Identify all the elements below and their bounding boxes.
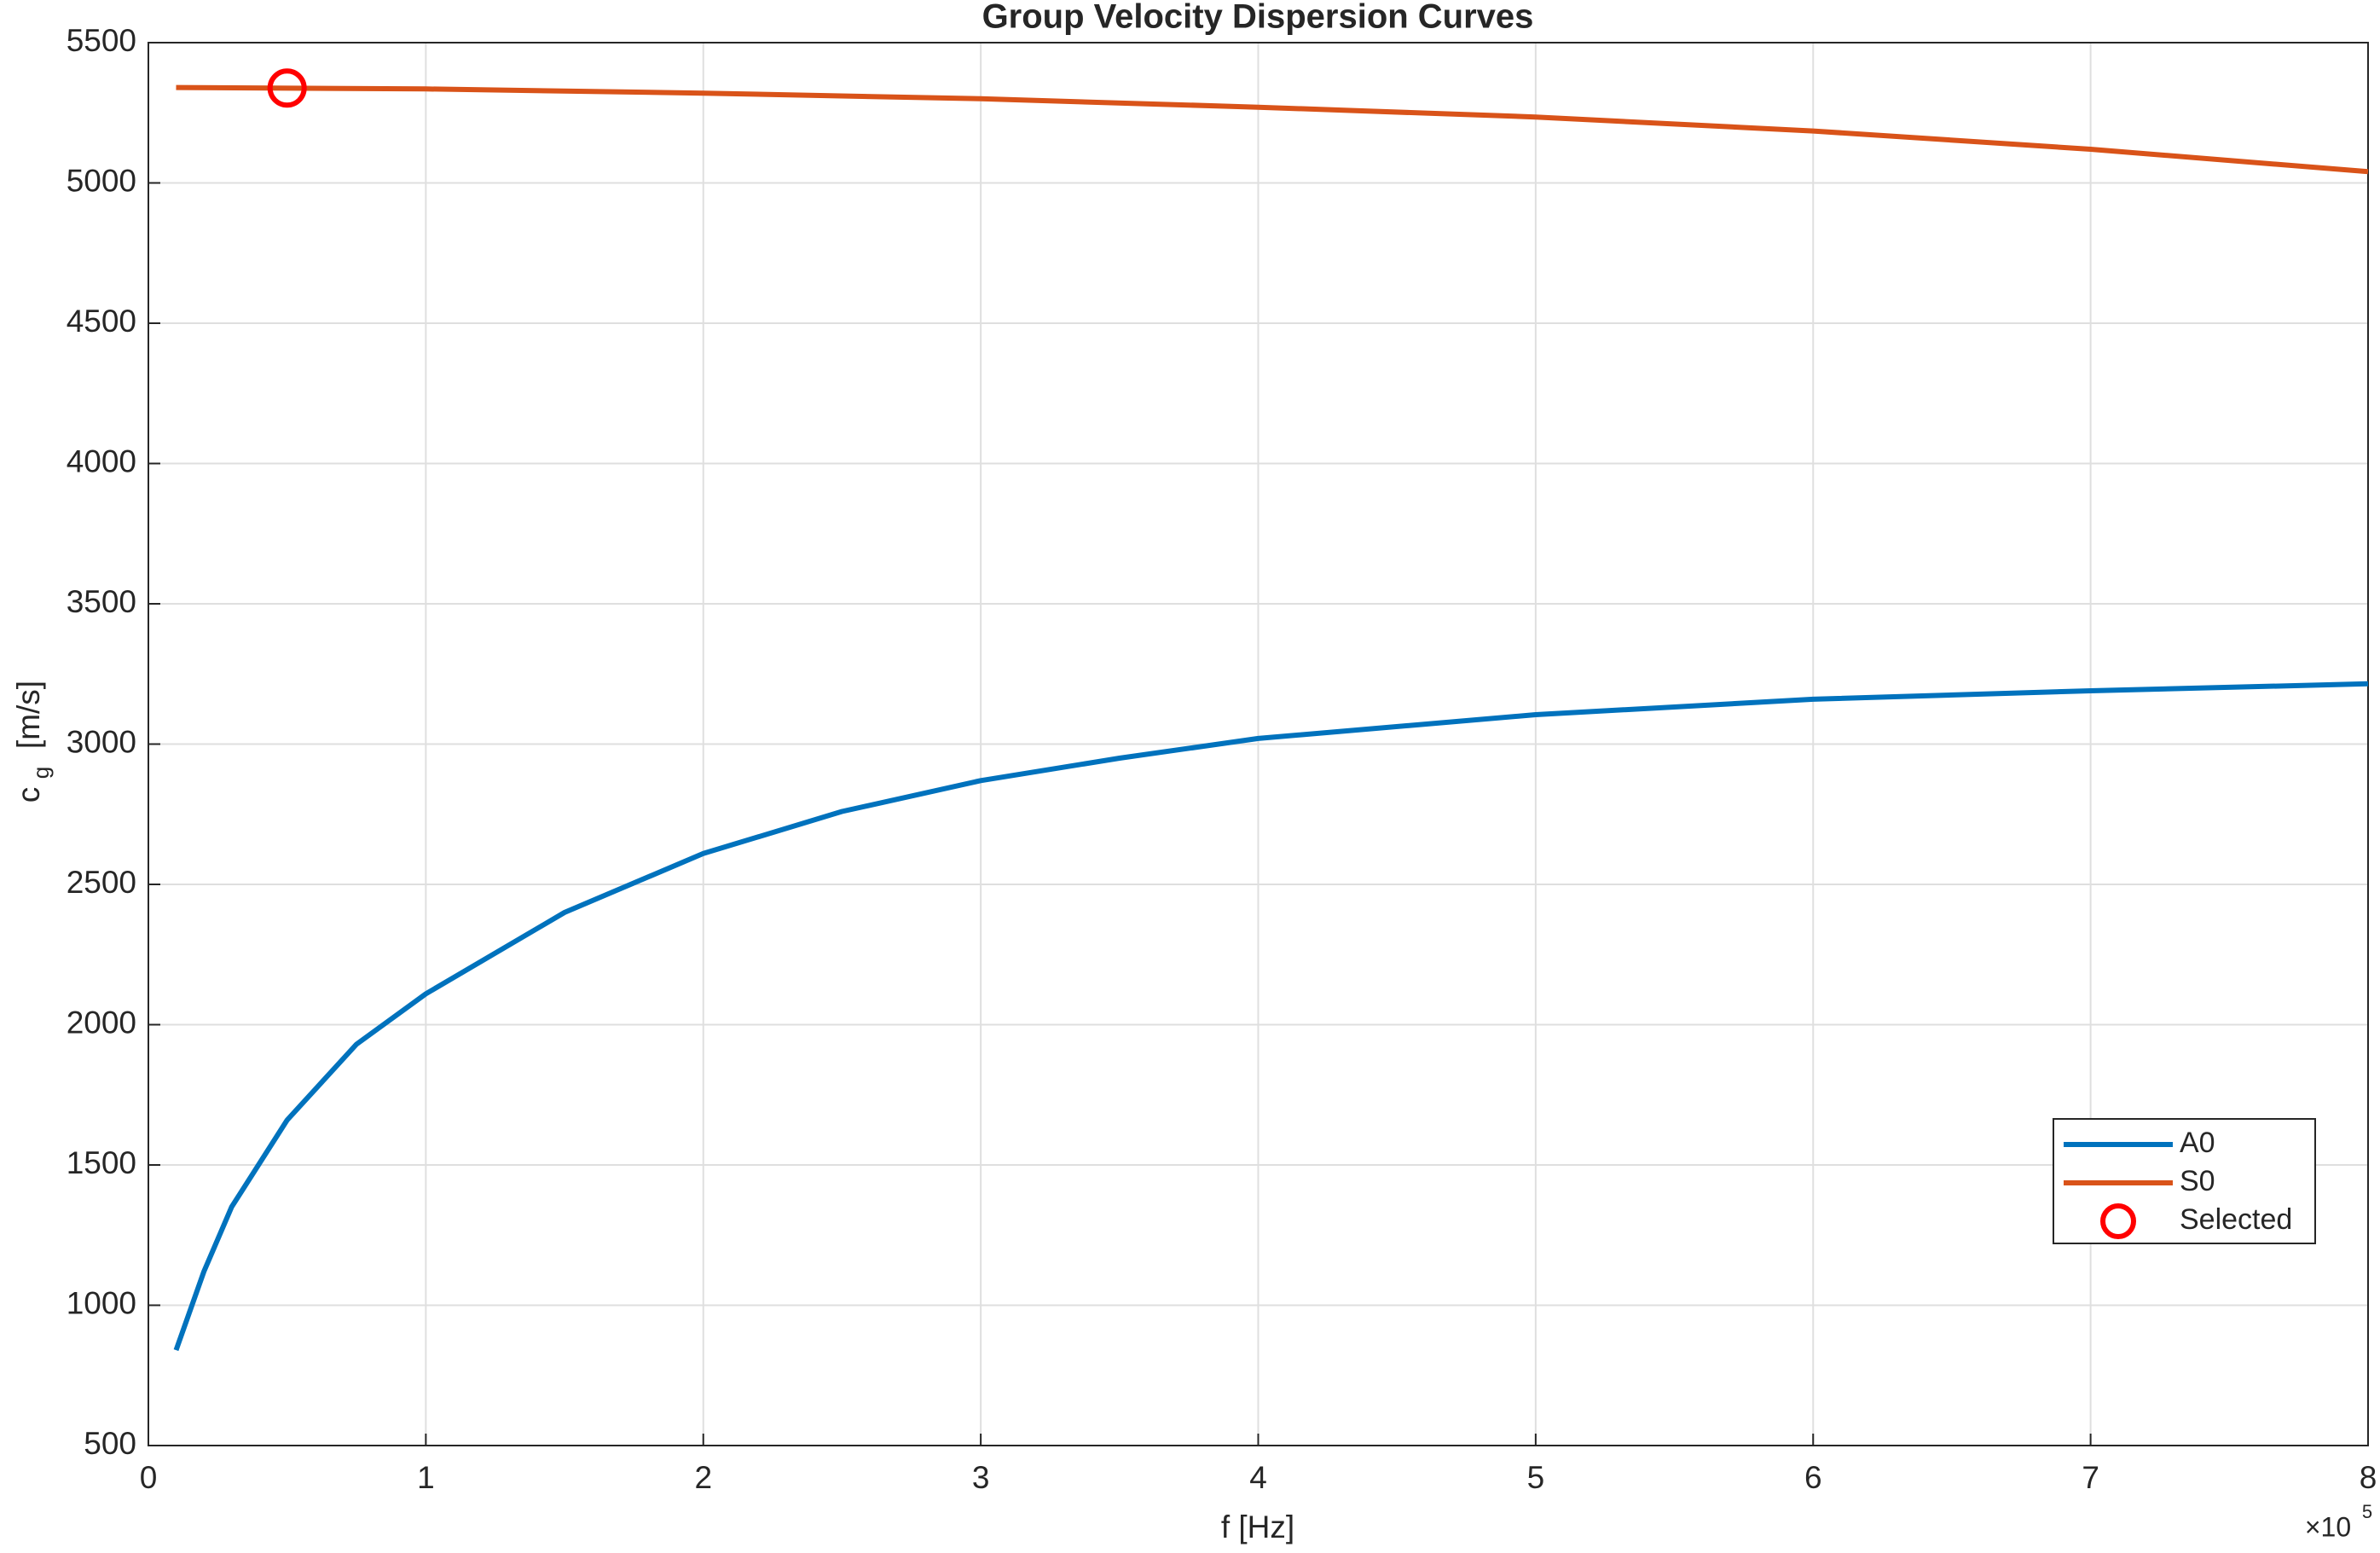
- y-tick-label: 2500: [67, 865, 136, 900]
- y-tick-label: 1500: [67, 1145, 136, 1180]
- x-multiplier-power: 5: [2362, 1501, 2372, 1522]
- series-line: [176, 84, 2369, 175]
- y-tick-label: 4500: [67, 304, 136, 339]
- x-tick-label: 5: [1527, 1460, 1545, 1495]
- x-tick-label: 3: [972, 1460, 990, 1495]
- legend-label: A0: [2180, 1127, 2215, 1159]
- y-tick-label: 4000: [67, 443, 136, 478]
- x-tick-label: 6: [1804, 1460, 1822, 1495]
- legend-symbol: [2100, 1203, 2136, 1239]
- x-multiplier: ×10: [2305, 1511, 2351, 1542]
- y-label-sub: g: [28, 767, 54, 779]
- y-tick-label: 3500: [67, 584, 136, 619]
- x-tick-label: 2: [694, 1460, 712, 1495]
- y-label-main: c: [11, 787, 46, 803]
- y-axis-label: c g [m/s]: [11, 681, 54, 803]
- x-tick-label: 8: [2360, 1460, 2377, 1495]
- chart-title: Group Velocity Dispersion Curves: [982, 0, 1534, 36]
- y-tick-label: 5000: [67, 163, 136, 198]
- x-axis-label: f [Hz]: [1221, 1510, 1294, 1544]
- x-tick-label: 0: [140, 1460, 158, 1495]
- y-label-unit: [m/s]: [11, 681, 46, 749]
- y-tick-label: 500: [84, 1426, 136, 1461]
- x-tick-label: 4: [1249, 1460, 1267, 1495]
- y-tick-label: 1000: [67, 1285, 136, 1320]
- plot-frame: [148, 42, 2369, 1446]
- y-tick-label: 5500: [67, 23, 136, 58]
- y-tick-label: 2000: [67, 1005, 136, 1040]
- series-line: [173, 681, 2369, 1352]
- x-tick-label: 1: [417, 1460, 435, 1495]
- legend-label: Selected: [2180, 1203, 2292, 1236]
- legend-label: S0: [2180, 1165, 2215, 1197]
- x-tick-label: 7: [2082, 1460, 2099, 1495]
- y-tick-label: 3000: [67, 724, 136, 759]
- selected-marker: [267, 68, 307, 108]
